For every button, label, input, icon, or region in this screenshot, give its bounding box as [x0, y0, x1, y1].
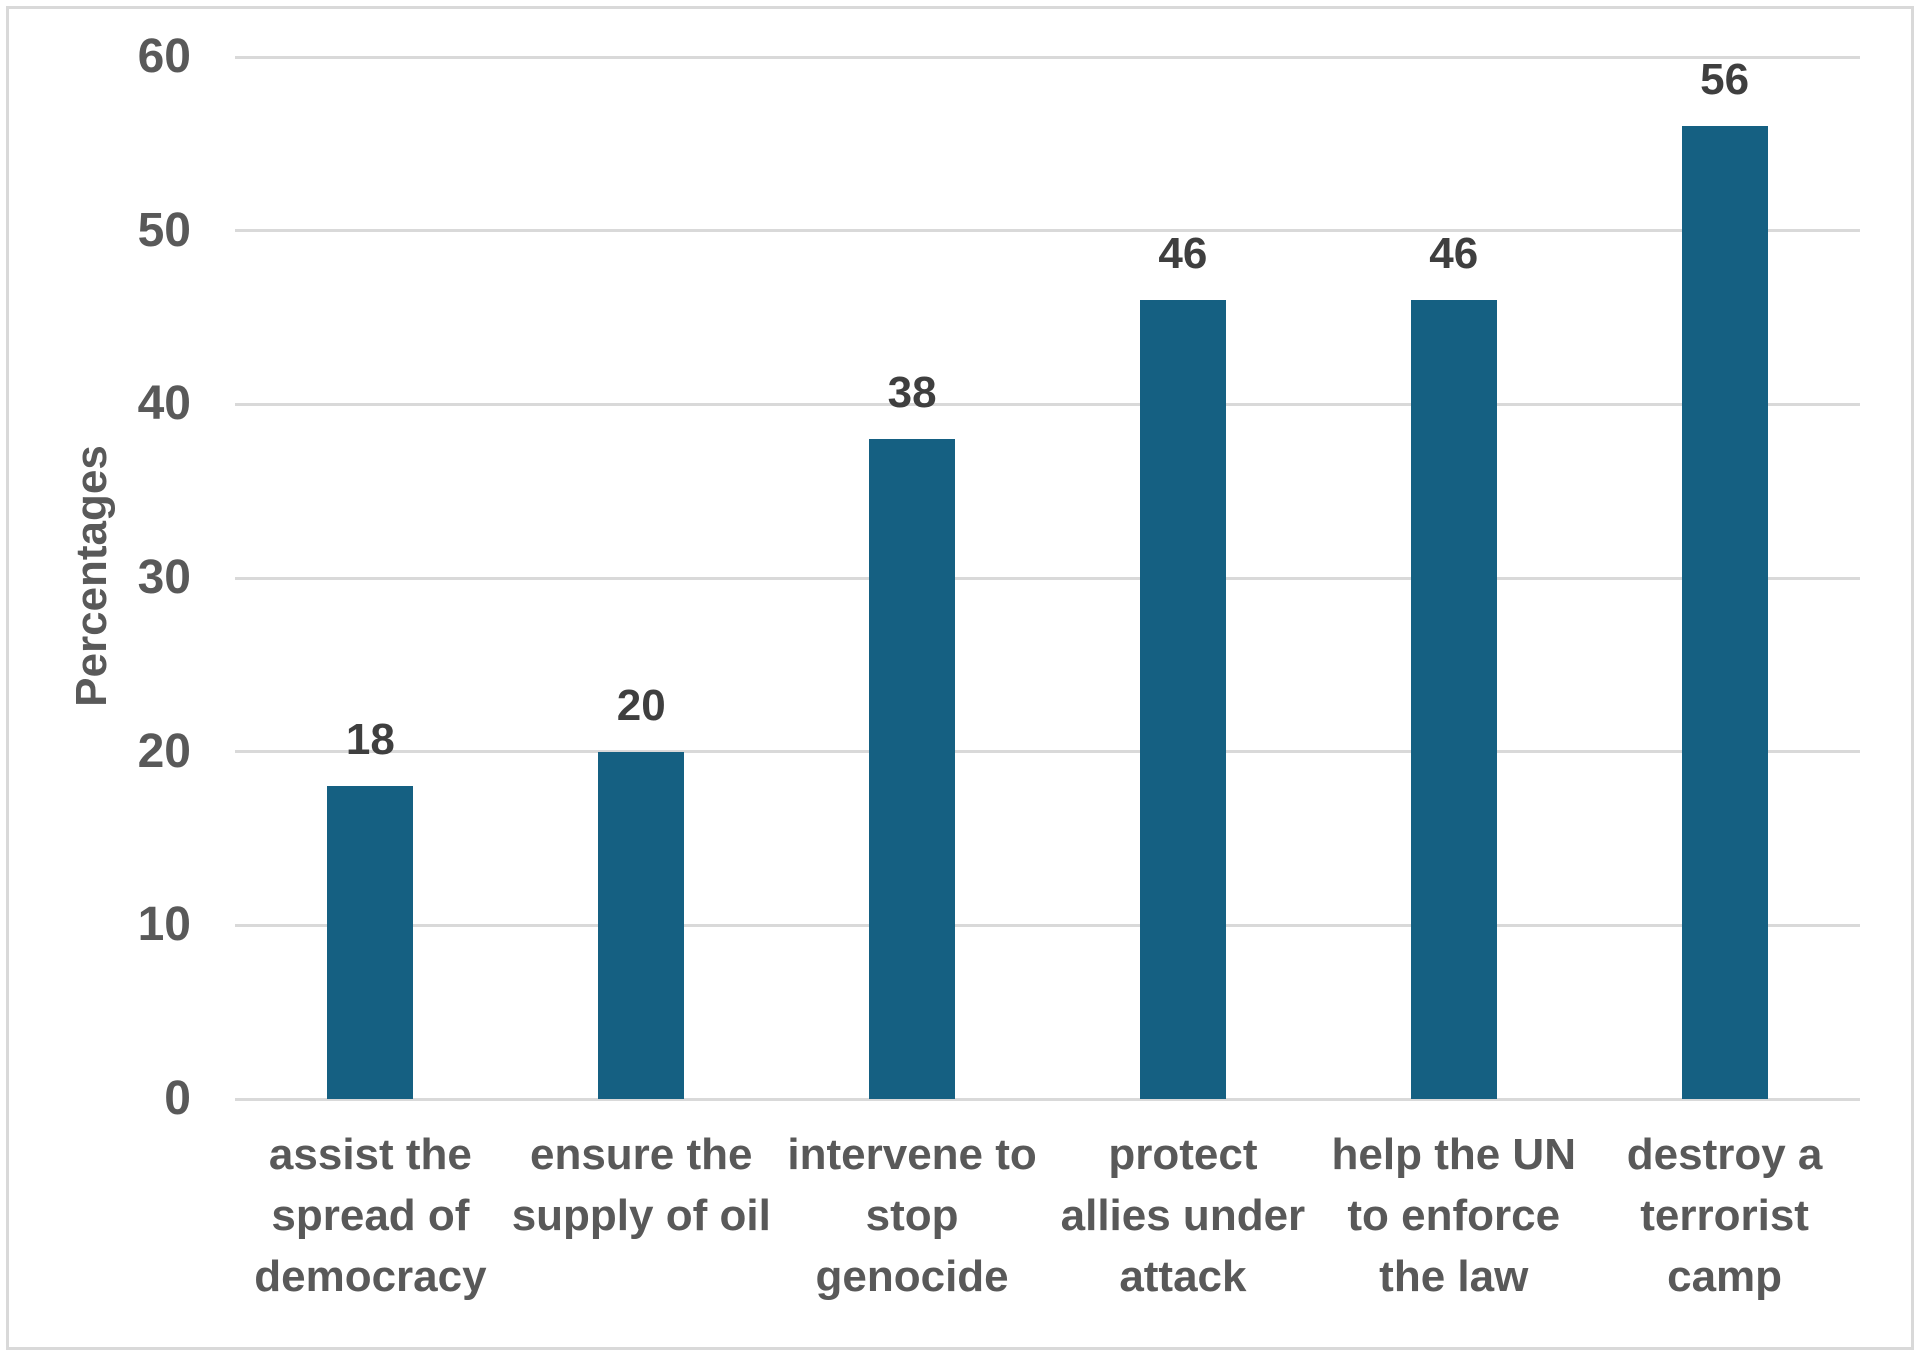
x-category-label-1: assist the spread of democracy [254, 1130, 487, 1301]
bar-value-label: 56 [1700, 55, 1750, 105]
x-category-label-2: ensure the supply of oil [511, 1130, 771, 1240]
bar-group-5: 46 [1319, 57, 1589, 1099]
y-tick-label-20: 20 [137, 724, 191, 778]
bar [1681, 126, 1768, 1099]
bar-group-4: 46 [1048, 57, 1318, 1099]
y-tick-label-50: 50 [137, 203, 191, 257]
bar [1410, 300, 1497, 1099]
y-tick-label-60: 60 [137, 30, 191, 83]
bar [327, 786, 414, 1099]
bar-value-label: 46 [1158, 229, 1208, 279]
bar [869, 439, 956, 1099]
bar [598, 751, 685, 1099]
bar-value-label: 20 [616, 680, 666, 730]
y-tick-label-40: 40 [137, 377, 191, 431]
gridline-30 [235, 576, 1860, 580]
gridline-60 [235, 55, 1860, 59]
gridline-10 [235, 923, 1860, 927]
bar-value-label: 46 [1429, 229, 1479, 279]
x-category-label-4: protect allies under attack [1060, 1130, 1306, 1301]
y-tick-label-30: 30 [137, 551, 191, 604]
gridline-0 [235, 1097, 1860, 1101]
gridline-50 [235, 229, 1860, 233]
x-category-label-3: intervene to stop genocide [787, 1130, 1037, 1301]
bar-group-6: 56 [1590, 57, 1860, 1099]
bar-group-3: 38 [777, 57, 1047, 1099]
y-tick-label-0: 0 [164, 1072, 191, 1125]
x-category-label-6: destroy a terrorist camp [1626, 1130, 1823, 1301]
plot-area: 18 20 38 46 46 56 [235, 55, 1860, 1101]
bar-group-2: 20 [506, 57, 776, 1099]
y-tick-label-10: 10 [137, 898, 191, 952]
gridline-20 [235, 750, 1860, 754]
bar-value-label: 18 [345, 715, 395, 765]
bar-group-1: 18 [235, 57, 505, 1099]
bar [1139, 300, 1226, 1099]
x-category-label-5: help the UN to enforce the law [1331, 1130, 1576, 1301]
gridline-40 [235, 402, 1860, 406]
bar-value-label: 38 [887, 368, 937, 418]
